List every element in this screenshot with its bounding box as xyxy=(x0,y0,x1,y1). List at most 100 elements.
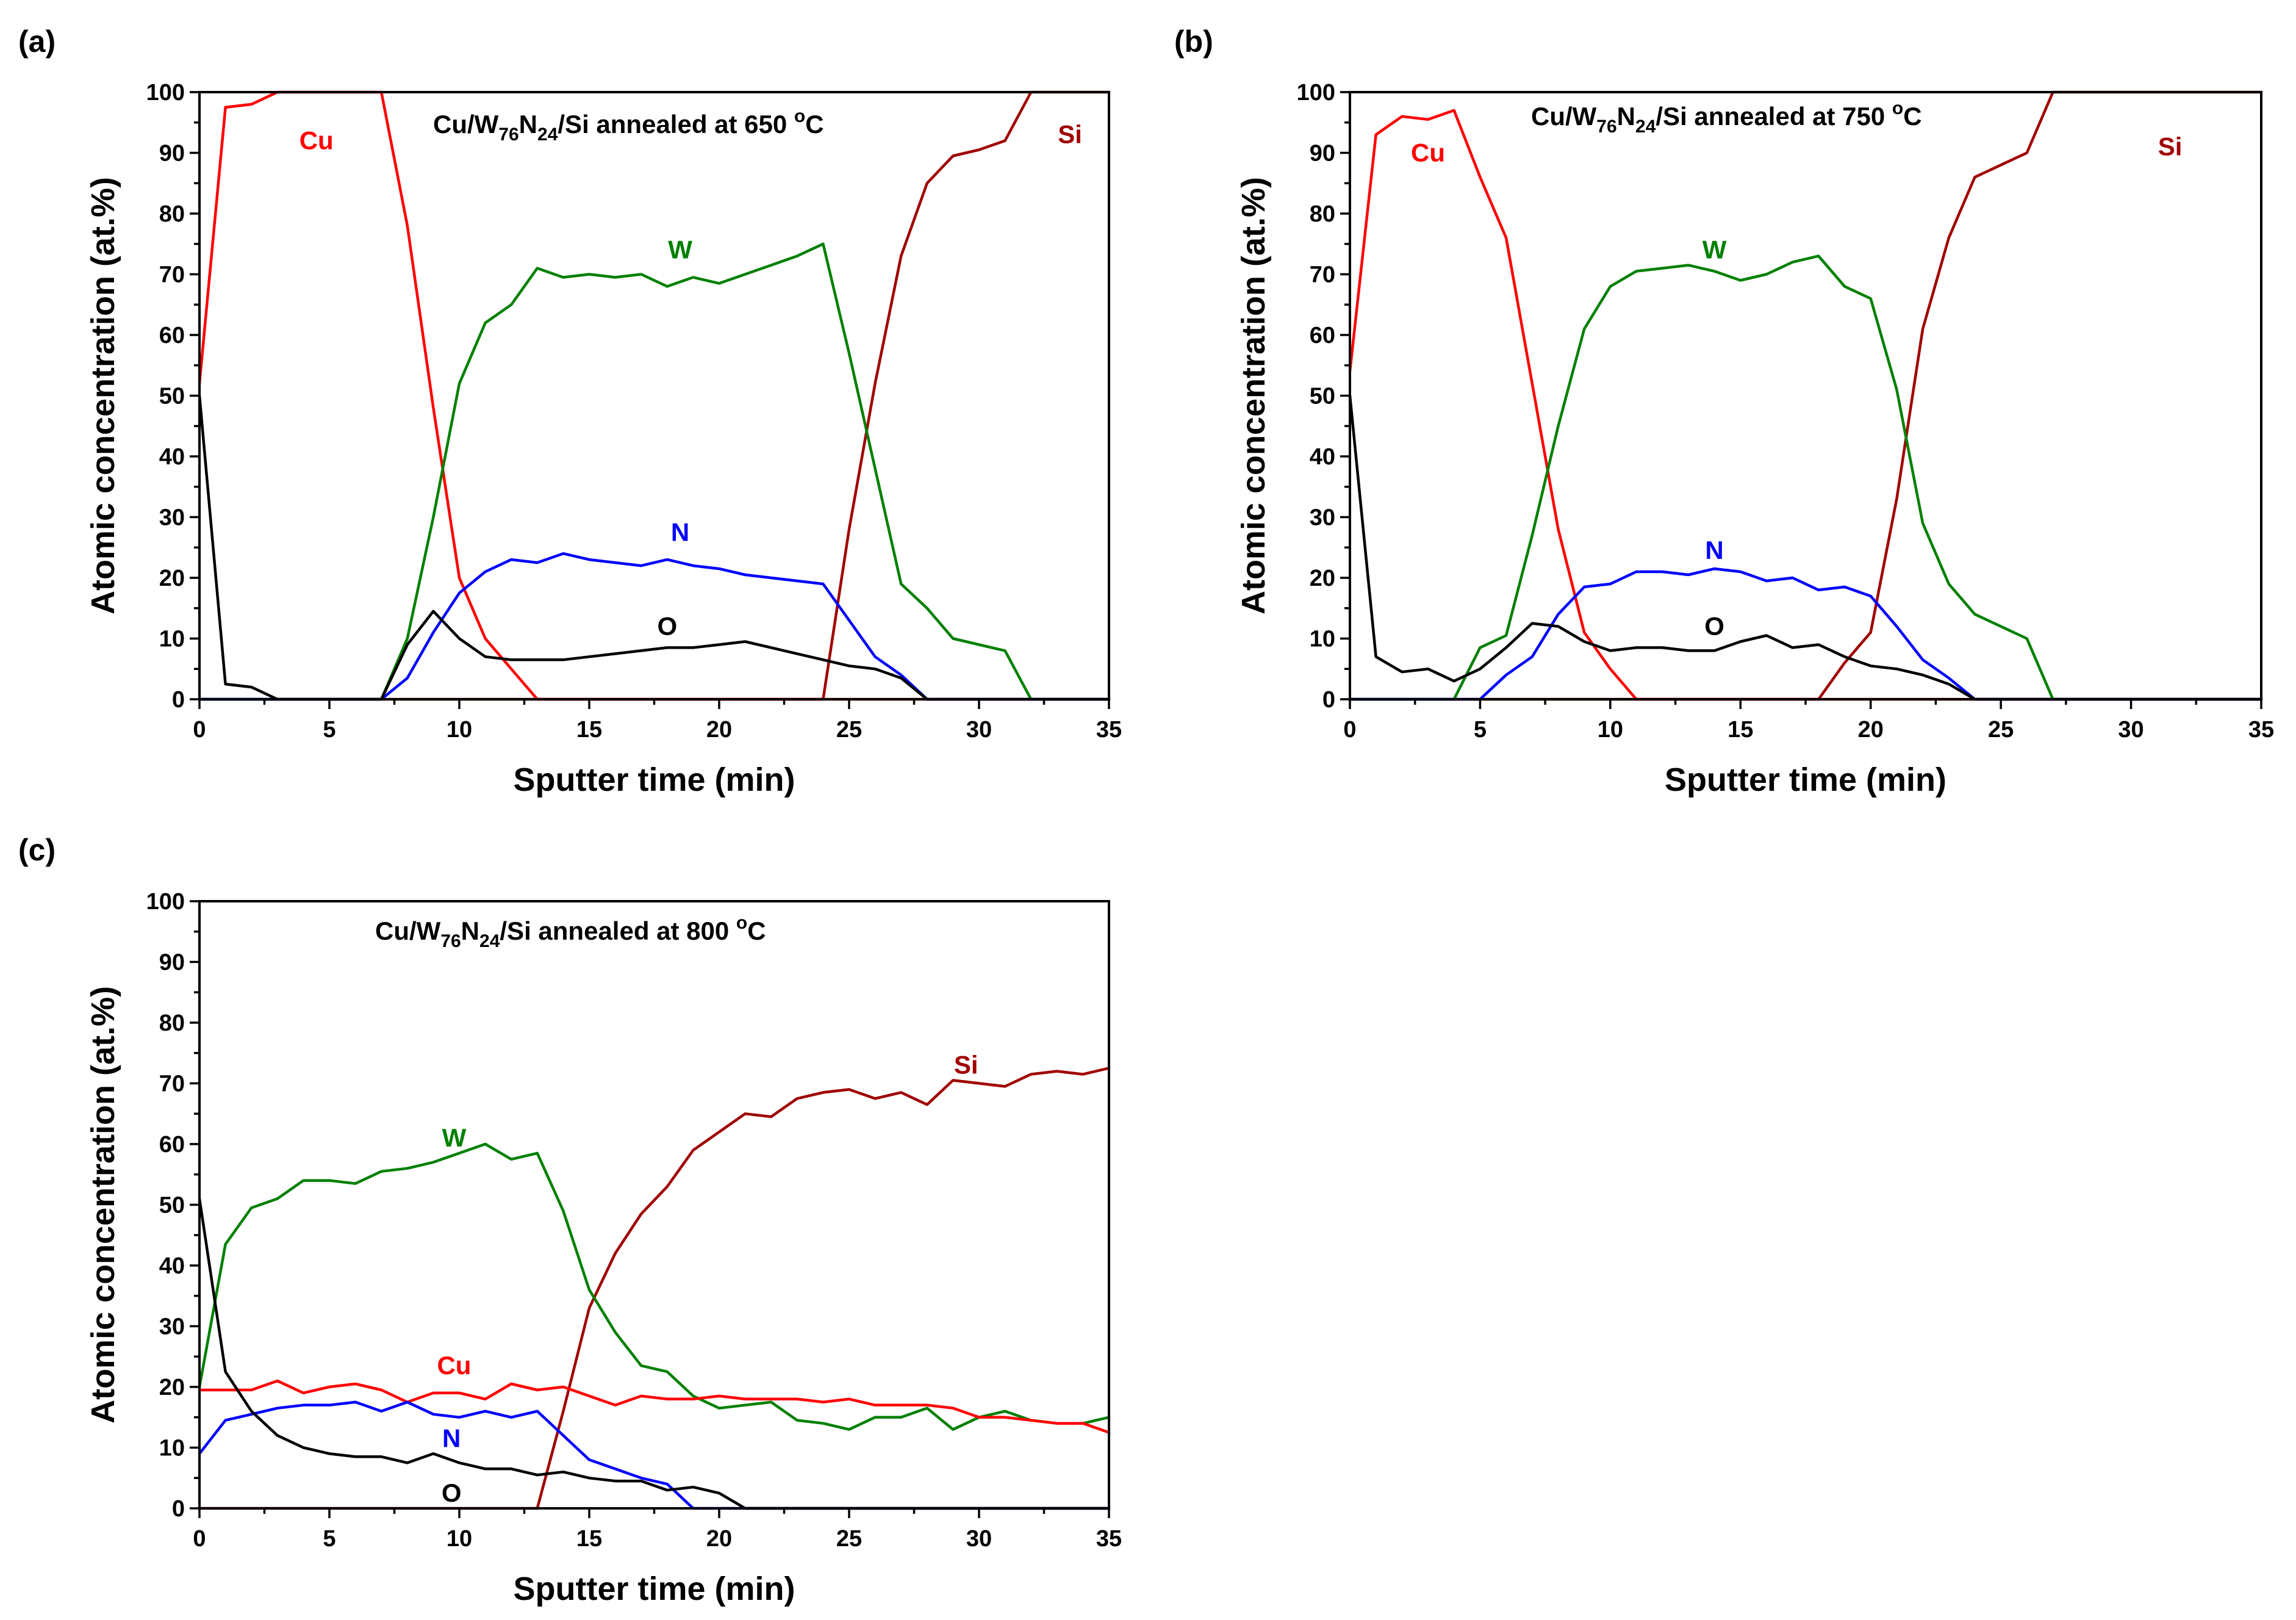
x-axis-title: Sputter time (min) xyxy=(513,1571,795,1607)
title-part-sub2: 24 xyxy=(1635,117,1656,137)
y-tick-label: 70 xyxy=(159,262,185,288)
series-label-o: O xyxy=(1704,612,1724,641)
y-tick-label: 80 xyxy=(159,1010,185,1036)
x-tick-label: 5 xyxy=(323,717,335,743)
x-tick-label: 0 xyxy=(193,1526,206,1552)
series-label-cu: Cu xyxy=(300,126,334,155)
plot-frame xyxy=(198,91,1110,700)
y-tick-label: 20 xyxy=(159,1375,185,1400)
y-tick-label: 70 xyxy=(159,1071,185,1097)
series-line-si xyxy=(1348,90,2263,701)
series-line-n xyxy=(198,1400,1111,1510)
y-axis-title: Atomic concentration (at.%) xyxy=(85,177,121,614)
title-part-sup: o xyxy=(736,913,747,933)
plot-title: Cu/W76N24/Si annealed at 650 oC xyxy=(433,106,824,145)
title-part-mid: N xyxy=(1617,102,1635,131)
y-tick-label: 80 xyxy=(159,201,185,227)
series-line-w xyxy=(198,242,1111,701)
x-tick-label: 35 xyxy=(1096,1526,1122,1552)
y-tick-label: 30 xyxy=(1310,505,1335,531)
x-tick-label: 15 xyxy=(576,717,602,743)
y-tick-label: 40 xyxy=(1310,444,1335,470)
x-axis-title: Sputter time (min) xyxy=(1665,761,1946,798)
x-tick-label: 25 xyxy=(836,717,862,743)
y-tick-label: 50 xyxy=(1310,384,1335,409)
title-part-sub1: 76 xyxy=(1596,117,1616,137)
title-part-prefix: Cu/W xyxy=(1531,102,1597,131)
title-part-suffix: /Si annealed at 800 xyxy=(500,916,736,945)
x-tick-label: 0 xyxy=(193,717,206,743)
y-axis-title: Atomic concentration (at.%) xyxy=(1235,177,1272,614)
x-tick-label: 20 xyxy=(706,1526,732,1552)
x-tick-label: 5 xyxy=(323,1526,335,1552)
x-tick-label: 15 xyxy=(1727,717,1753,743)
y-tick-label: 10 xyxy=(1310,627,1335,652)
x-tick-label: 30 xyxy=(966,1526,992,1552)
y-tick-label: 60 xyxy=(1310,323,1335,348)
y-tick-label: 100 xyxy=(146,80,185,106)
x-tick-label: 35 xyxy=(2248,717,2274,743)
y-tick-label: 70 xyxy=(1310,262,1335,288)
x-tick-label: 35 xyxy=(1096,717,1122,743)
x-tick-label: 0 xyxy=(1343,717,1356,743)
x-tick-label: 20 xyxy=(1858,717,1884,743)
plot-frame xyxy=(198,900,1110,1510)
series-line-o xyxy=(198,394,1111,701)
panel-label: (b) xyxy=(1174,24,1213,59)
series-label-si: Si xyxy=(2158,132,2183,161)
title-part-prefix: Cu/W xyxy=(433,110,499,139)
y-tick-label: 80 xyxy=(1310,201,1335,227)
y-tick-label: 90 xyxy=(159,950,185,976)
title-part-suffix: /Si annealed at 650 xyxy=(558,110,794,139)
y-tick-label: 0 xyxy=(172,1496,185,1522)
title-part-mid: N xyxy=(461,916,479,945)
title-part-sub2: 24 xyxy=(479,931,500,951)
x-tick-label: 30 xyxy=(2118,717,2144,743)
panel-label: (c) xyxy=(18,833,56,867)
y-tick-label: 30 xyxy=(159,1314,185,1340)
x-tick-label: 10 xyxy=(447,1526,472,1552)
y-tick-label: 10 xyxy=(159,1436,185,1461)
title-part-sup: o xyxy=(794,106,805,126)
series-line-o xyxy=(198,1197,1111,1510)
series-label-n: N xyxy=(671,517,689,546)
y-tick-label: 50 xyxy=(159,384,185,409)
x-tick-label: 25 xyxy=(836,1526,862,1552)
y-tick-label: 100 xyxy=(146,889,185,915)
y-tick-label: 40 xyxy=(159,1253,185,1279)
series-line-si xyxy=(198,90,1111,701)
chart-panel-c: (c) 0 5 10 15 20 25 30 35 0 10 20 30 40 50 60 70 80 90 100 S… xyxy=(18,833,1122,1607)
y-tick-label: 30 xyxy=(159,505,185,531)
y-tick-label: 90 xyxy=(1310,141,1335,167)
series-line-cu xyxy=(198,90,1111,701)
series-label-w: W xyxy=(668,236,692,264)
y-tick-label: 10 xyxy=(159,627,185,652)
title-part-suffix: /Si annealed at 750 xyxy=(1656,102,1892,131)
y-tick-label: 0 xyxy=(172,687,185,713)
y-tick-label: 60 xyxy=(159,323,185,348)
x-tick-label: 10 xyxy=(447,717,472,743)
series-label-cu: Cu xyxy=(437,1351,471,1380)
x-tick-label: 25 xyxy=(1988,717,2014,743)
y-tick-label: 40 xyxy=(159,444,185,470)
y-tick-label: 50 xyxy=(159,1193,185,1219)
series-line-o xyxy=(1348,394,2263,701)
series-line-n xyxy=(1348,567,2263,701)
title-part-prefix: Cu/W xyxy=(375,916,441,945)
y-tick-label: 0 xyxy=(1322,687,1335,713)
plot-frame xyxy=(1349,91,2262,700)
x-tick-label: 10 xyxy=(1598,717,1623,743)
chart-panel-b: (b) 0 5 10 15 20 25 30 35 0 10 20 30 40 50 60 70 80 90 100 S… xyxy=(1174,24,2274,798)
series-label-w: W xyxy=(1702,236,1727,264)
series-label-o: O xyxy=(442,1478,462,1507)
title-part-sub1: 76 xyxy=(440,931,461,951)
title-part-mid: N xyxy=(519,110,537,139)
y-tick-label: 60 xyxy=(159,1132,185,1157)
y-axis-title: Atomic concentration (at.%) xyxy=(85,986,121,1424)
series-label-o: O xyxy=(657,612,677,641)
title-part-unit: C xyxy=(1903,102,1921,131)
series-label-cu: Cu xyxy=(1411,139,1445,167)
series-line-n xyxy=(198,552,1111,701)
series-line-si xyxy=(198,1067,1111,1510)
